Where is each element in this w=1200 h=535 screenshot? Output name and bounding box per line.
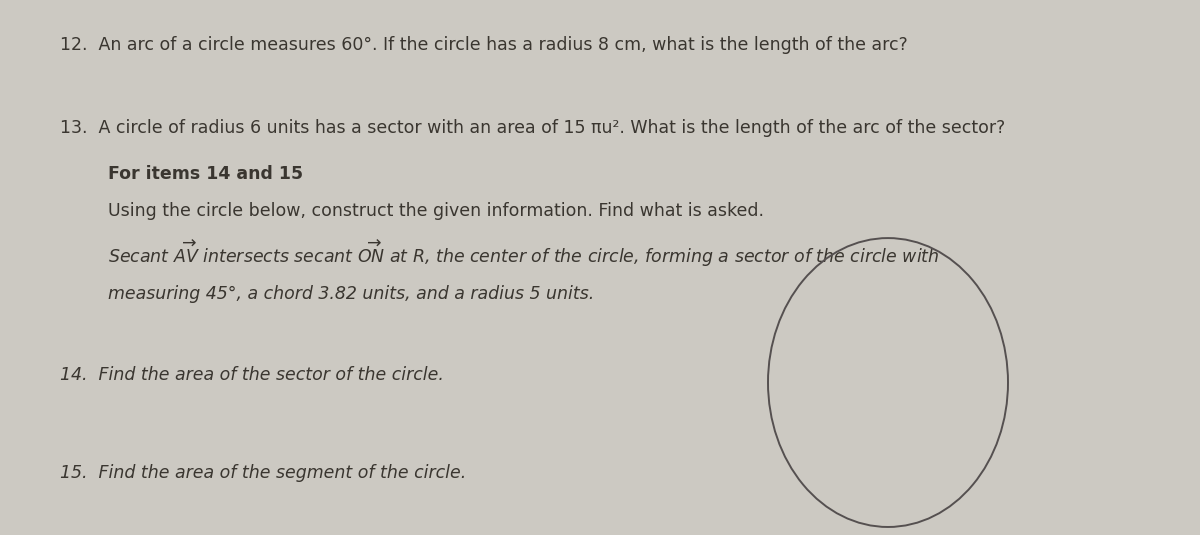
Text: 13.  A circle of radius 6 units has a sector with an area of 15 πu². What is the: 13. A circle of radius 6 units has a sec… [60,119,1006,137]
Text: measuring 45°, a chord 3.82 units, and a radius 5 units.: measuring 45°, a chord 3.82 units, and a… [108,285,594,303]
Text: Using the circle below, construct the given information. Find what is asked.: Using the circle below, construct the gi… [108,202,764,220]
Text: For items 14 and 15: For items 14 and 15 [108,165,304,183]
Text: Secant $\overrightarrow{AV}$ intersects secant $\overrightarrow{ON}$ at R, the c: Secant $\overrightarrow{AV}$ intersects … [108,239,940,269]
Text: 14.  Find the area of the sector of the circle.: 14. Find the area of the sector of the c… [60,365,444,384]
Text: 15.  Find the area of the segment of the circle.: 15. Find the area of the segment of the … [60,464,467,483]
Text: 12.  An arc of a circle measures 60°. If the circle has a radius 8 cm, what is t: 12. An arc of a circle measures 60°. If … [60,36,907,55]
